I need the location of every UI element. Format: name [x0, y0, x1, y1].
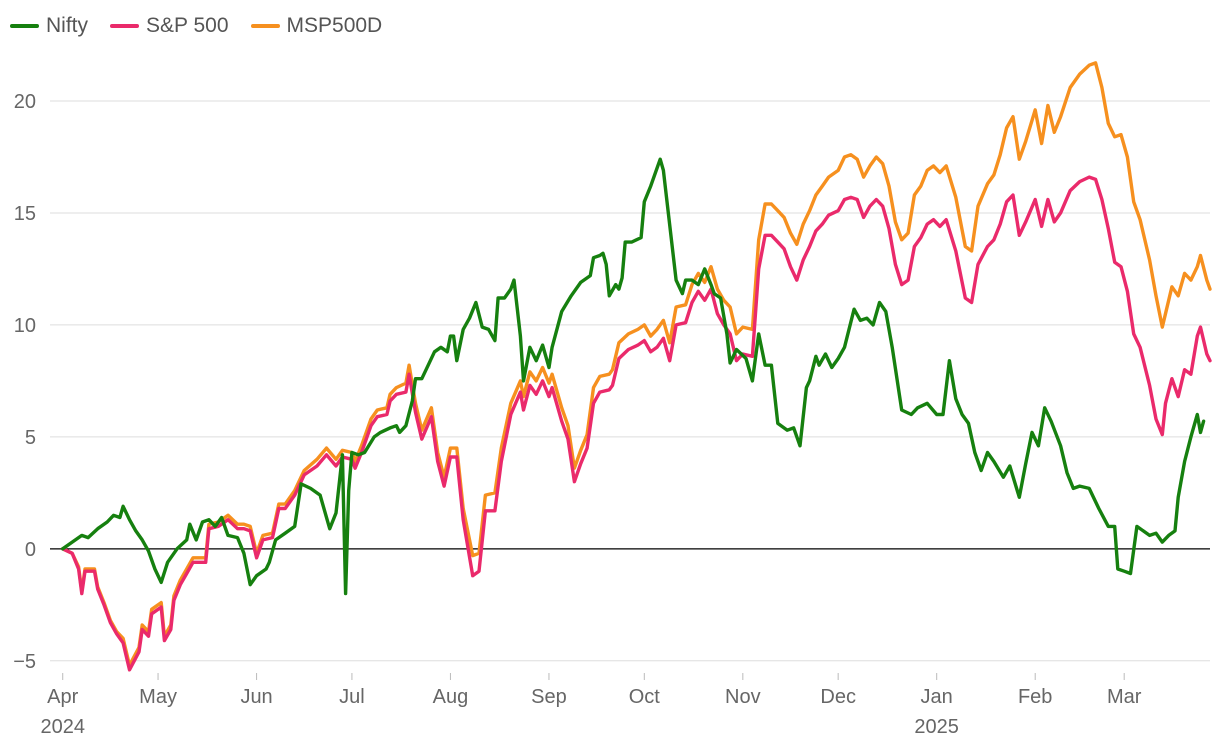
legend-label-msp500d: MSP500D — [286, 14, 383, 37]
x-tick-label: Aug — [433, 686, 469, 708]
legend-item-nifty[interactable]: Nifty — [10, 14, 88, 38]
series-line-nifty[interactable] — [61, 157, 1206, 596]
chart-legend: Nifty S&P 500 MSP500D — [10, 14, 382, 38]
series-lines — [61, 61, 1212, 672]
x-tick-label: Feb — [1018, 686, 1052, 708]
x-tick-label: Jun — [240, 686, 272, 708]
x-axis-ticks: Apr 2024 May Jun Jul Aug Sep Oct Nov Dec Jan 2025 Fe… — [40, 673, 1142, 738]
y-axis-ticks: −5 0 5 10 15 20 — [13, 91, 36, 673]
series-line-sp500[interactable] — [61, 175, 1212, 672]
x-tick-label: Dec — [820, 686, 856, 708]
y-tick-label: −5 — [13, 651, 36, 673]
grid-lines — [50, 100, 1210, 662]
y-tick-label: 20 — [14, 91, 36, 113]
legend-swatch-nifty — [10, 24, 39, 28]
x-tick-label: Jul — [339, 686, 365, 708]
y-tick-label: 5 — [25, 427, 36, 449]
x-tick-label: Oct — [629, 686, 661, 708]
x-tick-year-label: 2024 — [40, 716, 85, 738]
x-tick-label: Jan — [921, 686, 953, 708]
legend-swatch-msp500d — [250, 24, 280, 28]
x-tick-label: Mar — [1107, 686, 1142, 708]
legend-swatch-sp500 — [110, 24, 139, 28]
x-tick-year-label: 2025 — [914, 716, 959, 738]
legend-item-msp500d[interactable]: MSP500D — [250, 14, 383, 38]
x-tick-label: Nov — [725, 686, 761, 708]
y-tick-label: 10 — [14, 315, 36, 337]
legend-item-sp500[interactable]: S&P 500 — [110, 14, 229, 38]
legend-label-nifty: Nifty — [46, 14, 88, 37]
y-tick-label: 15 — [14, 203, 36, 225]
series-line-msp500d[interactable] — [61, 61, 1212, 667]
x-tick-label: Apr — [47, 686, 78, 708]
y-tick-label: 0 — [25, 539, 36, 561]
x-tick-label: Sep — [531, 686, 567, 708]
x-tick-label: May — [139, 686, 177, 708]
legend-label-sp500: S&P 500 — [146, 14, 229, 37]
